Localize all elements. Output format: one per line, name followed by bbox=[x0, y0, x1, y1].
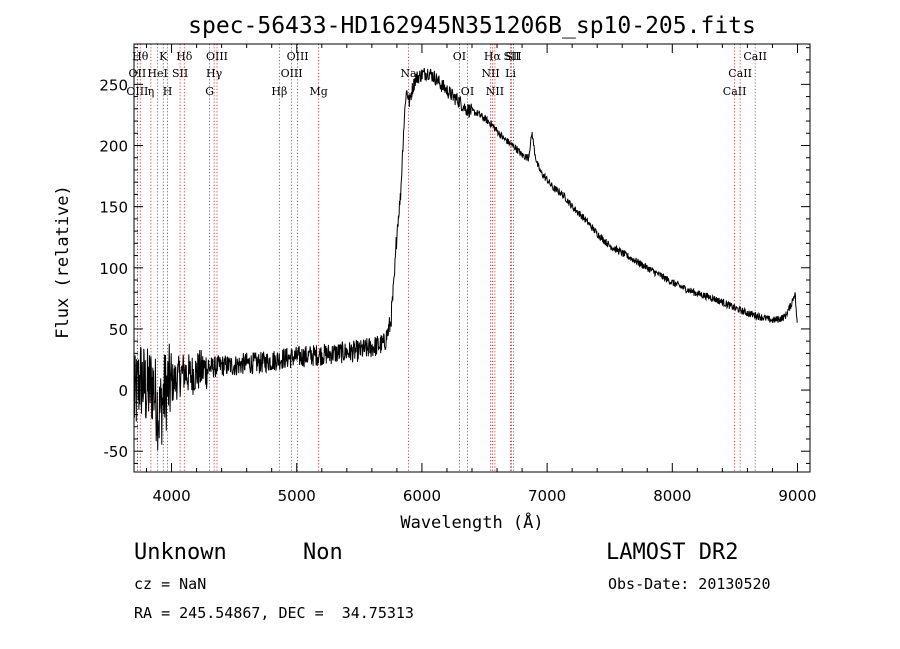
line-marker-label: CaII bbox=[743, 50, 767, 63]
line-marker-label: Mg bbox=[309, 85, 327, 98]
emission-line-markers bbox=[136, 44, 756, 472]
chart-title: spec-56433-HD162945N351206B_sp10-205.fit… bbox=[188, 13, 756, 39]
x-tick-label: 5000 bbox=[278, 487, 316, 505]
line-marker-label: OIII bbox=[126, 85, 148, 98]
line-marker-label: Li bbox=[505, 67, 516, 80]
x-axis-ticks: 4000 5000 6000 7000 8000 9000 bbox=[146, 44, 817, 505]
y-tick-label: 200 bbox=[99, 137, 128, 155]
y-tick-label: 250 bbox=[99, 76, 128, 94]
obs-date: Obs-Date: 20130520 bbox=[608, 575, 771, 593]
line-marker-label: CaII bbox=[728, 67, 752, 80]
line-marker-label: SII bbox=[503, 50, 519, 63]
x-tick-label: 9000 bbox=[778, 487, 816, 505]
line-marker-label: OI bbox=[453, 50, 466, 63]
y-tick-label: 100 bbox=[99, 260, 128, 278]
line-marker-label: Na bbox=[400, 67, 417, 80]
y-tick-label: -50 bbox=[104, 443, 129, 461]
x-tick-label: 4000 bbox=[152, 487, 190, 505]
spectrum-line bbox=[133, 67, 798, 451]
coordinates: RA = 245.54867, DEC = 34.75313 bbox=[134, 604, 414, 622]
line-marker-label: OIII bbox=[281, 67, 303, 80]
line-marker-label: HeI bbox=[147, 67, 167, 80]
x-tick-label: 7000 bbox=[528, 487, 566, 505]
line-marker-label: OIII bbox=[287, 50, 309, 63]
line-marker-label: Hβ bbox=[271, 85, 287, 98]
line-marker-label: Hδ bbox=[176, 50, 193, 63]
line-marker-label: SII bbox=[505, 50, 521, 63]
subclass-label: Non bbox=[303, 540, 343, 565]
line-marker-label: OIII bbox=[206, 50, 228, 63]
line-marker-label: NII bbox=[481, 67, 499, 80]
line-marker-label: Hα bbox=[484, 50, 502, 63]
y-tick-label: 150 bbox=[99, 199, 128, 217]
class-label: Unknown bbox=[134, 540, 227, 565]
line-marker-label: CaII bbox=[723, 85, 747, 98]
line-marker-label: G bbox=[205, 85, 214, 98]
x-axis-label: Wavelength (Å) bbox=[400, 511, 543, 533]
line-marker-label: NII bbox=[486, 85, 504, 98]
line-marker-label: K bbox=[159, 50, 168, 63]
line-marker-label: Hγ bbox=[206, 67, 223, 80]
cz-value: cz = NaN bbox=[134, 575, 207, 593]
y-axis-ticks: -50 0 50 100 150 200 250 bbox=[99, 47, 810, 464]
x-tick-label: 6000 bbox=[403, 487, 441, 505]
y-tick-label: 50 bbox=[109, 321, 128, 339]
spectrum-chart: spec-56433-HD162945N351206B_sp10-205.fit… bbox=[53, 13, 817, 533]
line-marker-label: SII bbox=[172, 67, 188, 80]
line-marker-label: Hθ bbox=[132, 50, 149, 63]
y-axis-label: Flux (relative) bbox=[53, 185, 73, 339]
line-marker-label: OI bbox=[461, 85, 474, 98]
line-marker-label: OII bbox=[129, 67, 147, 80]
line-marker-label: η bbox=[148, 85, 155, 98]
survey-label: LAMOST DR2 bbox=[606, 540, 739, 565]
line-marker-label: H bbox=[163, 85, 173, 98]
y-tick-label: 0 bbox=[118, 382, 128, 400]
x-tick-label: 8000 bbox=[653, 487, 691, 505]
